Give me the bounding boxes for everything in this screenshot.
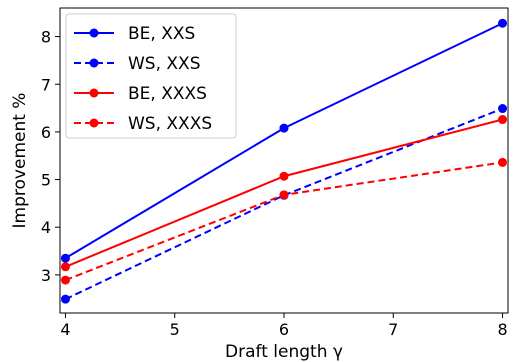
legend: BE, XXS WS, XXS BE, XXXS WS, XXXS — [65, 13, 237, 139]
y-tick-label: 8 — [41, 28, 51, 47]
x-tick-label: 5 — [170, 320, 180, 339]
legend-marker — [89, 118, 99, 128]
data-point — [498, 104, 508, 114]
data-point — [60, 294, 70, 304]
data-point — [279, 190, 289, 200]
legend-item: WS, XXXS — [74, 114, 212, 134]
y-tick-label: 4 — [41, 218, 51, 237]
data-point — [60, 275, 70, 285]
data-point — [279, 171, 289, 181]
data-point — [498, 115, 508, 125]
legend-label: BE, XXXS — [128, 84, 207, 104]
x-tick-label: 6 — [279, 320, 289, 339]
series-3 — [60, 157, 508, 285]
legend-marker — [89, 58, 99, 68]
legend-item: BE, XXS — [74, 24, 195, 44]
legend-item: BE, XXXS — [74, 84, 207, 104]
series-0 — [60, 18, 508, 263]
data-point — [498, 18, 508, 28]
legend-marker — [89, 88, 99, 98]
legend-label: WS, XXS — [128, 54, 201, 74]
y-axis-ticks: 3 4 5 6 7 8 — [41, 28, 60, 285]
x-tick-label: 8 — [497, 320, 507, 339]
series-2 — [60, 115, 508, 272]
x-axis-label: Draft length γ — [225, 342, 343, 362]
legend-label: BE, XXS — [128, 24, 195, 44]
x-tick-label: 7 — [388, 320, 398, 339]
y-tick-label: 5 — [41, 171, 51, 190]
data-point — [60, 253, 70, 263]
legend-box — [65, 13, 237, 139]
x-tick-label: 4 — [60, 320, 70, 339]
y-tick-label: 7 — [41, 75, 51, 94]
legend-marker — [89, 28, 99, 38]
data-point — [60, 262, 70, 272]
series-layer — [60, 18, 508, 304]
legend-item: WS, XXS — [74, 54, 201, 74]
legend-label: WS, XXXS — [128, 114, 212, 134]
y-tick-label: 3 — [41, 266, 51, 285]
data-point — [498, 157, 508, 167]
x-axis-ticks: 4 5 6 7 8 — [60, 313, 508, 339]
y-axis-label: Improvement % — [10, 93, 30, 229]
y-tick-label: 6 — [41, 123, 51, 142]
data-point — [279, 123, 289, 133]
